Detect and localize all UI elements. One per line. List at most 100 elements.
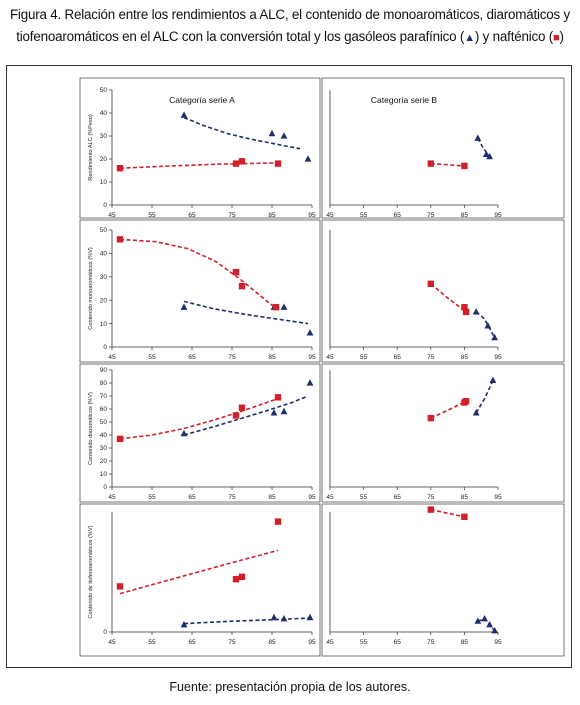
x-tick-label: 45 [326, 354, 334, 361]
data-point-triangle [280, 303, 288, 310]
panel-box-r1-A [79, 219, 321, 363]
data-point-square [238, 404, 246, 411]
trend-line [183, 617, 311, 625]
x-tick-label: 95 [494, 354, 502, 361]
y-tick-label: 60 [100, 406, 108, 413]
x-tick-label: 95 [308, 494, 316, 501]
series-square [427, 160, 468, 170]
data-point-triangle [306, 379, 314, 386]
x-tick-label: 45 [108, 212, 116, 219]
data-point-square [461, 304, 468, 311]
data-point-triangle [491, 333, 499, 341]
series-square [116, 394, 282, 443]
panel-box-r2-B [321, 363, 565, 503]
y-tick-label: 40 [100, 110, 108, 117]
trend-line [430, 162, 465, 167]
figure-title: Figura 4. Relación entre los rendimiento… [8, 4, 572, 49]
series-square [116, 236, 280, 311]
y-tick-label: 80 [100, 380, 108, 387]
data-point-triangle [472, 308, 480, 315]
chart-2-A: 45 55 65 75 85 95 0 10 20 30 40 50 60 70 80 90 Contenido… [88, 367, 316, 501]
x-tick-label: 65 [188, 212, 196, 219]
x-tick-label: 95 [308, 212, 316, 219]
x-tick-label: 55 [148, 639, 156, 646]
data-point-square [238, 282, 246, 290]
y-axis-label: Contenido de tiofenoaromáticos (%V) [88, 525, 94, 618]
trend-line [430, 400, 467, 419]
series-triangle [472, 308, 499, 341]
x-tick-label: 45 [108, 494, 116, 501]
chart-0-A: 45 55 65 75 85 95 0 10 20 30 40 50 Categoría serie A… [88, 87, 316, 219]
data-point-triangle [486, 152, 493, 160]
data-point-square [274, 394, 282, 401]
y-tick-label: 10 [100, 471, 108, 478]
x-tick-label: 55 [148, 212, 156, 219]
trend-line [477, 137, 491, 158]
x-tick-label: 85 [461, 494, 469, 501]
panel-box-r3-A [79, 503, 321, 657]
data-point-square [238, 573, 246, 580]
panel-box-r3-B [321, 503, 565, 657]
y-tick-label: 40 [100, 251, 108, 258]
chart-1-A: 45 55 65 75 85 95 0 10 20 30 40 50 Contenido monoaro… [88, 227, 316, 361]
figure-frame [6, 65, 572, 668]
panel-box-r2-A [79, 363, 321, 503]
panel-box-r0-A [79, 77, 321, 219]
trend-line [183, 395, 309, 436]
y-tick-label: 30 [100, 133, 108, 140]
trend-line [183, 300, 309, 325]
data-point-triangle [180, 303, 188, 310]
chart-2-B: 45 55 65 75 85 95 [326, 370, 502, 501]
data-point-square [427, 414, 434, 422]
x-tick-label: 85 [461, 354, 469, 361]
y-tick-label: 50 [100, 227, 108, 234]
data-point-triangle [180, 621, 188, 628]
data-point-square [116, 583, 124, 590]
data-point-square [461, 513, 468, 520]
panel-box-r1-B [321, 219, 565, 363]
trend-line [430, 283, 467, 313]
y-axis-label: Rendimiento ALC (%Peso) [88, 114, 94, 181]
y-tick-label: 20 [100, 297, 108, 304]
data-point-square [274, 160, 282, 167]
data-point-square [427, 506, 434, 513]
x-tick-label: 45 [326, 494, 334, 501]
x-tick-label: 65 [188, 354, 196, 361]
data-point-triangle [474, 134, 482, 141]
x-tick-label: 95 [494, 494, 502, 501]
x-tick-label: 85 [268, 494, 276, 501]
series-triangle [180, 379, 314, 437]
data-point-triangle [482, 150, 490, 157]
data-point-triangle [474, 617, 482, 624]
y-tick-label: 0 [103, 344, 107, 351]
y-axis-label: Contenido diaromáticos (%V) [88, 392, 94, 465]
data-point-square [232, 268, 240, 276]
x-tick-label: 55 [148, 494, 156, 501]
panel-box-r0-B [321, 77, 565, 219]
y-axis-label: Contenido monoaromáticos (%V) [88, 247, 94, 330]
data-point-triangle [484, 322, 492, 329]
data-point-triangle [486, 621, 493, 628]
square-marker-icon: ■ [553, 32, 560, 44]
x-tick-label: 55 [360, 212, 368, 219]
data-point-triangle [481, 615, 488, 622]
x-tick-label: 75 [228, 494, 236, 501]
data-point-square [232, 160, 240, 167]
trend-line [119, 549, 279, 595]
y-tick-label: 70 [100, 393, 108, 400]
x-tick-label: 85 [268, 212, 276, 219]
data-point-triangle [180, 111, 188, 118]
x-tick-label: 85 [268, 639, 276, 646]
y-tick-label: 30 [100, 445, 108, 452]
y-tick-label: 10 [100, 321, 108, 328]
x-tick-label: 75 [427, 212, 435, 219]
x-tick-label: 55 [148, 354, 156, 361]
data-point-square [461, 162, 468, 170]
x-tick-label: 45 [326, 639, 334, 646]
data-point-triangle [280, 132, 288, 139]
chart-1-B: 45 55 65 75 85 95 [326, 230, 502, 361]
trend-line [119, 238, 277, 310]
trend-line [183, 116, 301, 150]
x-tick-label: 75 [427, 354, 435, 361]
